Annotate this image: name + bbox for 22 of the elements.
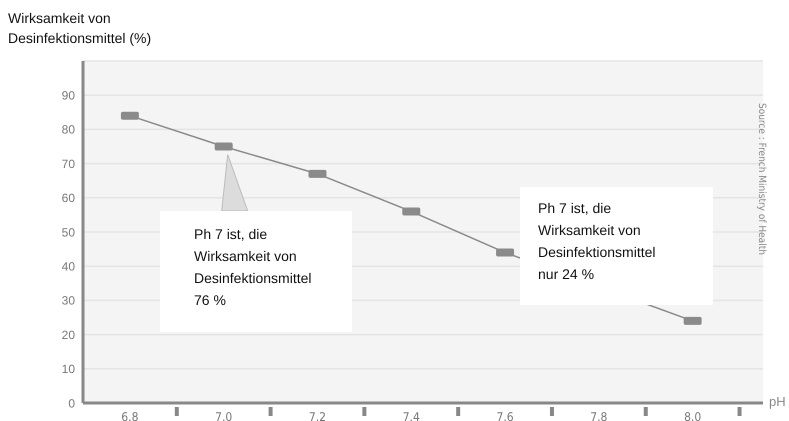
y-tick-label: 0 <box>68 396 76 410</box>
y-tick-label: 10 <box>62 362 76 376</box>
callout-box: Ph 7 ist, die Wirksamkeit von Desinfektionsmittel nur 24 % <box>520 187 713 305</box>
annotation: Source : French Ministry of Health <box>756 103 767 255</box>
text: 7.0 <box>215 410 232 421</box>
y-tick-label: 70 <box>62 156 76 171</box>
y-tick-label: 50 <box>62 225 76 240</box>
y-tick-label: 90 <box>62 88 76 102</box>
x-tick-label: 7.4 <box>402 410 420 421</box>
y-tick-label: 30 <box>62 294 76 308</box>
callout-box: Ph 7 ist, die Wirksamkeit von Desinfektionsmittel 76 % <box>160 211 352 332</box>
y-tick-label: 40 <box>62 259 76 274</box>
x-tick-label: 7.6 <box>496 410 514 421</box>
y-tick-label: 80 <box>62 122 76 137</box>
text: 8.0 <box>684 410 702 421</box>
x-tick-label: 7.8 <box>590 410 608 421</box>
x-tick-label: 7.2 <box>308 410 326 421</box>
y-tick-label: 60 <box>62 191 76 206</box>
x-tick-label: 6.8 <box>121 410 139 421</box>
y-tick-label: 20 <box>62 328 76 342</box>
y-axis-title: Wirksamkeit von Desinfektionsmittel (%) <box>8 9 152 48</box>
x-axis-title: pH <box>769 394 786 409</box>
